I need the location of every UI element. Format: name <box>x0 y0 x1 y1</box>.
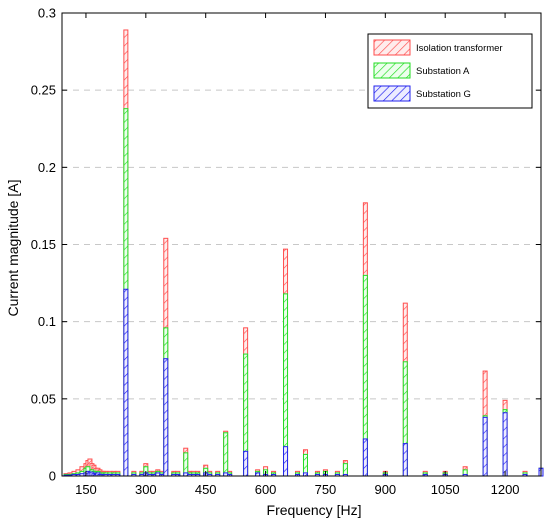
x-axis-title: Frequency [Hz] <box>267 502 362 518</box>
y-tick-label: 0.1 <box>38 314 56 329</box>
y-tick-label: 0.3 <box>38 6 56 21</box>
y-tick-label: 0 <box>49 469 56 484</box>
bar-substation-a-500hz <box>223 432 229 477</box>
x-tick-label: 600 <box>255 482 277 497</box>
x-tick-label: 900 <box>374 482 396 497</box>
legend-item-isolation-transformer: Isolation transformer <box>373 39 503 56</box>
y-tick-label: 0.2 <box>38 160 56 175</box>
x-tick-label: 300 <box>135 482 157 497</box>
bar-substation-g-350hz <box>163 358 169 477</box>
bar-substation-g-650hz <box>283 446 289 477</box>
y-tick-label: 0.05 <box>31 391 56 406</box>
legend-swatch-isolation-transformer <box>373 39 411 56</box>
legend-item-substation-g: Substation G <box>373 85 471 102</box>
y-axis-title: Current magnitude [A] <box>5 180 21 317</box>
legend: Isolation transformer Substation A Subst… <box>367 33 533 109</box>
bar-substation-g-850hz <box>362 438 368 477</box>
axis-ticks: 0 0.05 0.1 0.15 0.2 0.25 0.3 150 300 450 600 750 900… <box>31 6 541 497</box>
legend-label-substation-a: Substation A <box>416 66 470 77</box>
y-tick-label: 0.15 <box>31 237 56 252</box>
x-tick-label: 450 <box>195 482 217 497</box>
legend-label-isolation-transformer: Isolation transformer <box>416 43 503 54</box>
legend-item-substation-a: Substation A <box>373 62 470 79</box>
x-tick-label: 1050 <box>431 482 460 497</box>
legend-swatch-substation-a <box>373 62 411 79</box>
bar-substation-g-950hz <box>402 443 408 477</box>
x-tick-label: 1200 <box>491 482 520 497</box>
x-tick-label: 150 <box>75 482 97 497</box>
bar-substation-g-1150hz <box>482 416 488 477</box>
bar-substation-g-550hz <box>243 450 249 477</box>
legend-label-substation-g: Substation G <box>416 89 471 100</box>
grid-lines <box>62 89 541 400</box>
x-tick-label: 750 <box>315 482 337 497</box>
y-tick-label: 0.25 <box>31 83 56 98</box>
legend-swatch-substation-g <box>373 85 411 102</box>
bar-substation-g-250hz <box>123 288 129 477</box>
bar-substation-g-1200hz <box>502 412 508 477</box>
